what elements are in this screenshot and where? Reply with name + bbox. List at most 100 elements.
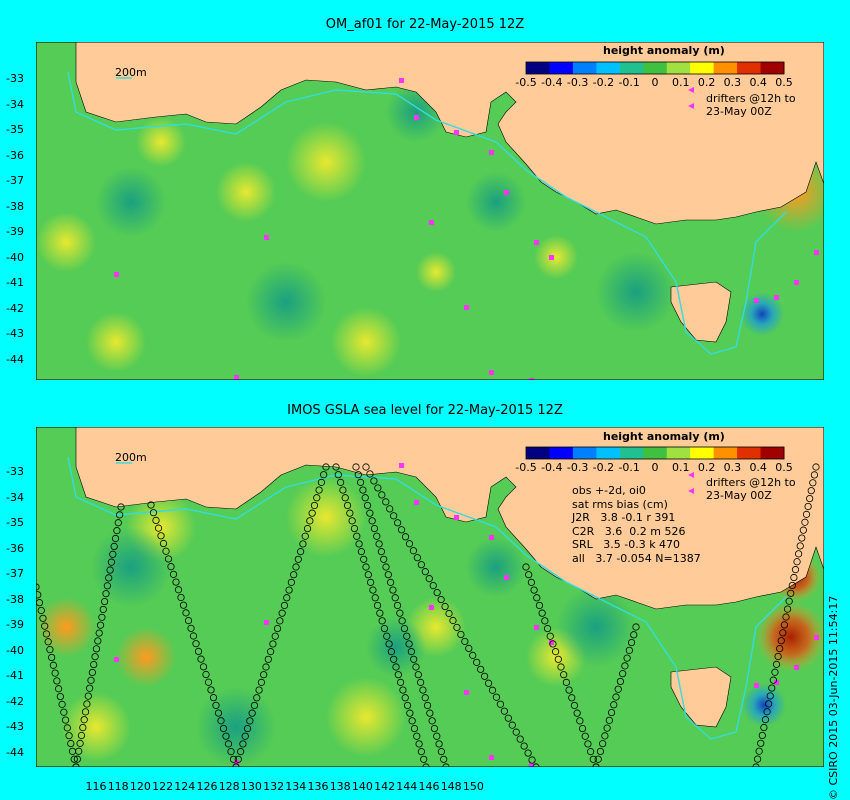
altimeter-obs (86, 684, 94, 692)
altimeter-obs (795, 550, 803, 558)
altimeter-obs (394, 671, 402, 679)
altimeter-obs (787, 589, 795, 597)
altimeter-obs (630, 631, 638, 639)
altimeter-obs (80, 716, 88, 724)
altimeter-obs (500, 707, 508, 715)
altimeter-obs (426, 709, 434, 717)
altimeter-obs (753, 755, 762, 763)
altimeter-obs (429, 582, 437, 590)
stats-line: J2R 3.8 -0.1 r 391 (572, 511, 676, 524)
altimeter-obs (334, 471, 342, 479)
altimeter-obs (320, 471, 328, 479)
altimeter-obs (234, 755, 242, 763)
stats-line: sat rms bias (cm) (572, 497, 668, 511)
colorbar-tick-label: 0.4 (749, 461, 767, 474)
altimeter-obs (229, 755, 238, 763)
tasmania-land (670, 281, 732, 343)
altimeter-obs (39, 614, 47, 622)
altimeter-obs (469, 651, 477, 659)
altimeter-obs (421, 568, 429, 576)
altimeter-obs (419, 686, 427, 694)
colorbar-tick-label: -0.4 (541, 76, 562, 89)
altimeter-obs (596, 747, 605, 756)
altimeter-obs (199, 663, 208, 671)
drifter-track (414, 115, 419, 120)
altimeter-obs (182, 609, 190, 617)
altimeter-obs (84, 692, 92, 700)
altimeter-obs (58, 700, 66, 708)
altimeter-obs (250, 701, 259, 710)
altimeter-obs (49, 661, 57, 669)
drifter-track (489, 370, 494, 375)
drifter-track (814, 250, 819, 255)
latitude-tick-label: -42 (6, 694, 24, 708)
altimeter-obs (405, 540, 414, 548)
altimeter-obs (779, 629, 787, 637)
altimeter-obs (377, 548, 385, 556)
altimeter-obs (601, 732, 609, 740)
altimeter-obs (390, 512, 398, 520)
altimeter-obs (758, 731, 766, 740)
altimeter-obs (378, 491, 386, 499)
altimeter-obs (36, 583, 40, 591)
drifter-track (464, 690, 469, 695)
latitude-tick-label: -41 (6, 669, 24, 682)
altimeter-obs (102, 590, 110, 598)
altimeter-obs (465, 644, 473, 652)
colorbar-tick-label: 0.3 (724, 461, 742, 474)
drifter-track (489, 150, 494, 155)
altimeter-obs (393, 601, 402, 610)
altimeter-obs (524, 749, 532, 757)
latitude-tick-label: -39 (6, 618, 24, 631)
altimeter-obs (461, 637, 469, 646)
altimeter-obs (415, 740, 423, 748)
colorbar-segment (760, 62, 785, 74)
latitude-tick-label: -41 (6, 276, 24, 289)
altimeter-obs (87, 676, 95, 684)
altimeter-obs (353, 532, 361, 540)
altimeter-obs (543, 624, 552, 633)
anomaly-patch (216, 162, 276, 222)
longitude-tick-label: 136 (307, 780, 329, 793)
drifter-track (754, 683, 759, 688)
altimeter-obs (214, 709, 223, 717)
altimeter-obs (67, 739, 75, 748)
altimeter-obs (60, 708, 68, 716)
drifter-track (549, 640, 554, 645)
altimeter-obs (430, 724, 439, 733)
colorbar-segment (549, 62, 574, 74)
altimeter-obs (437, 748, 445, 756)
altimeter-obs (512, 728, 520, 736)
colorbar-segment (690, 62, 715, 74)
altimeter-obs (765, 700, 773, 708)
altimeter-obs (348, 517, 356, 525)
colorbar-tick-label: 0 (652, 461, 659, 474)
altimeter-obs (297, 548, 305, 556)
altimeter-obs (361, 494, 369, 502)
drifter-track (489, 535, 494, 540)
altimeter-obs (425, 575, 433, 583)
altimeter-obs (428, 717, 436, 725)
altimeter-obs (113, 527, 121, 535)
anomaly-patch (36, 212, 96, 272)
latitude-tick-label: -35 (6, 516, 24, 529)
colorbar-segment (666, 447, 691, 459)
copyright-credit: © CSIRO 2015 03-Jun-2015 11:54:17 (827, 595, 840, 800)
altimeter-obs (528, 756, 536, 764)
altimeter-obs (283, 594, 291, 602)
anomaly-patch (286, 122, 366, 202)
altimeter-obs (322, 463, 330, 471)
altimeter-obs (625, 646, 633, 654)
altimeter-obs (397, 678, 405, 686)
altimeter-obs (557, 663, 565, 671)
altimeter-obs (75, 747, 83, 755)
longitude-tick-label: 142 (374, 780, 396, 793)
altimeter-obs (407, 648, 415, 656)
altimeter-obs (433, 732, 441, 740)
altimeter-obs (346, 509, 354, 517)
altimeter-obs (410, 655, 418, 663)
altimeter-obs (269, 640, 277, 648)
altimeter-obs (95, 629, 103, 637)
altimeter-obs (782, 613, 790, 621)
australia-land (36, 427, 824, 610)
